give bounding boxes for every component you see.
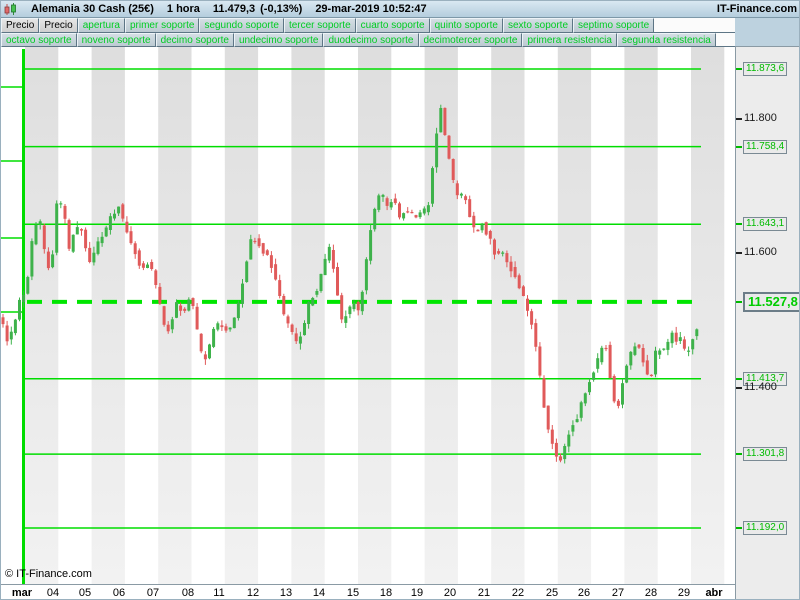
price-chart[interactable]	[1, 47, 735, 584]
quote-datetime: 29-mar-2019 10:52:47	[315, 3, 427, 15]
time-axis-label: 22	[511, 587, 525, 599]
tab-noveno-soporte[interactable]: noveno soporte	[76, 33, 156, 47]
indicator-tab-row-1: Precio Precio apertura primer soporte segund…	[1, 18, 735, 33]
axis-tick	[736, 117, 742, 120]
indicator-tab-row-2: octavo soporte noveno soporte decimo sopor…	[1, 33, 735, 47]
level-price-label: 11.643,1	[743, 217, 788, 232]
level-tick	[736, 145, 742, 148]
time-axis[interactable]: mar 04 05 06 07 08 11 12 13 14 15 18 19 20 21 22 25 26 27 2…	[1, 584, 735, 599]
time-axis-label: 27	[611, 587, 625, 599]
time-axis-label: 20	[443, 587, 457, 599]
time-axis-label: 19	[410, 587, 424, 599]
time-axis-label: abr	[705, 587, 723, 599]
tab-octavo-soporte[interactable]: octavo soporte	[1, 33, 77, 47]
current-price-label: 11.527,8	[743, 291, 799, 312]
time-axis-label: 25	[545, 587, 559, 599]
time-axis-label: 13	[279, 587, 293, 599]
tab-row-corner	[735, 18, 799, 47]
axis-price-label: 11.800	[744, 111, 777, 124]
tab-segundo-soporte[interactable]: segundo soporte	[199, 18, 284, 33]
time-axis-label: mar	[11, 587, 33, 599]
tab-primer-soporte[interactable]: primer soporte	[124, 18, 200, 33]
level-price-label: 11.873,6	[743, 62, 788, 76]
time-axis-label: 11	[213, 587, 225, 599]
level-tick	[736, 68, 742, 70]
time-axis-label: 21	[477, 587, 491, 599]
time-axis-label: 18	[379, 587, 393, 599]
time-axis-label: 26	[577, 587, 591, 599]
tab-septimo-soporte[interactable]: septimo soporte	[573, 18, 655, 33]
last-price: 11.479,3	[212, 3, 256, 15]
time-axis-label: 14	[312, 587, 326, 599]
level-tick	[736, 453, 742, 456]
time-axis-label: 04	[46, 587, 60, 599]
axis-tick	[736, 252, 742, 255]
title-bar: Alemania 30 Cash (25€) 1 hora 11.479,3 (…	[1, 1, 799, 18]
tab-segunda-resistencia[interactable]: segunda resistencia	[616, 33, 716, 47]
tab-duodecimo-soporte[interactable]: duodecimo soporte	[323, 33, 419, 47]
time-axis-label: 08	[181, 587, 195, 599]
time-axis-label: 05	[78, 587, 92, 599]
tab-row-filler	[715, 33, 735, 47]
time-axis-label: 28	[644, 587, 658, 599]
time-axis-label: 06	[112, 587, 126, 599]
instrument-name: Alemania 30 Cash (25€)	[31, 3, 154, 15]
candlestick-icon	[4, 2, 16, 15]
level-price-label: 11.192,0	[743, 520, 788, 535]
tab-undecimo-soporte[interactable]: undecimo soporte	[233, 33, 324, 47]
tab-precio[interactable]: Precio	[1, 18, 40, 33]
brand-label: IT-Finance.com	[716, 3, 797, 15]
chart-copyright: © IT-Finance.com	[5, 568, 92, 580]
level-price-label: 11.301,8	[743, 447, 788, 462]
level-tick	[736, 377, 742, 380]
time-axis-label: 12	[246, 587, 260, 599]
tab-sexto-soporte[interactable]: sexto soporte	[502, 18, 574, 33]
tab-precio-2[interactable]: Precio	[39, 18, 78, 33]
axis-tick	[736, 386, 742, 389]
tab-tercer-soporte[interactable]: tercer soporte	[283, 18, 356, 33]
tab-cuarto-soporte[interactable]: cuarto soporte	[355, 18, 430, 33]
time-axis-label: 29	[677, 587, 691, 599]
level-tick	[736, 300, 742, 303]
tab-decimotercer-soporte[interactable]: decimotercer soporte	[418, 33, 523, 47]
tab-decimo-soporte[interactable]: decimo soporte	[155, 33, 234, 47]
price-change: (-0,13%)	[260, 3, 303, 15]
timeframe-label: 1 hora	[166, 3, 200, 15]
axis-price-label: 11.600	[744, 246, 777, 259]
tab-primera-resistencia[interactable]: primera resistencia	[522, 33, 617, 47]
tab-row-filler	[654, 18, 735, 33]
level-price-label: 11.758,4	[743, 139, 788, 154]
level-tick	[736, 526, 742, 529]
tab-quinto-soporte[interactable]: quinto soporte	[429, 18, 503, 33]
price-scale[interactable]: 11.873,6 11.758,4 11.643,1 11.527,8 11.413,7…	[735, 47, 799, 599]
level-price-label: 11.413,7	[743, 371, 788, 386]
time-axis-label: 07	[146, 587, 160, 599]
level-tick	[736, 223, 742, 226]
time-axis-label: 15	[346, 587, 360, 599]
tab-apertura[interactable]: apertura	[77, 18, 125, 33]
axis-price-label: 11.400	[744, 380, 777, 393]
